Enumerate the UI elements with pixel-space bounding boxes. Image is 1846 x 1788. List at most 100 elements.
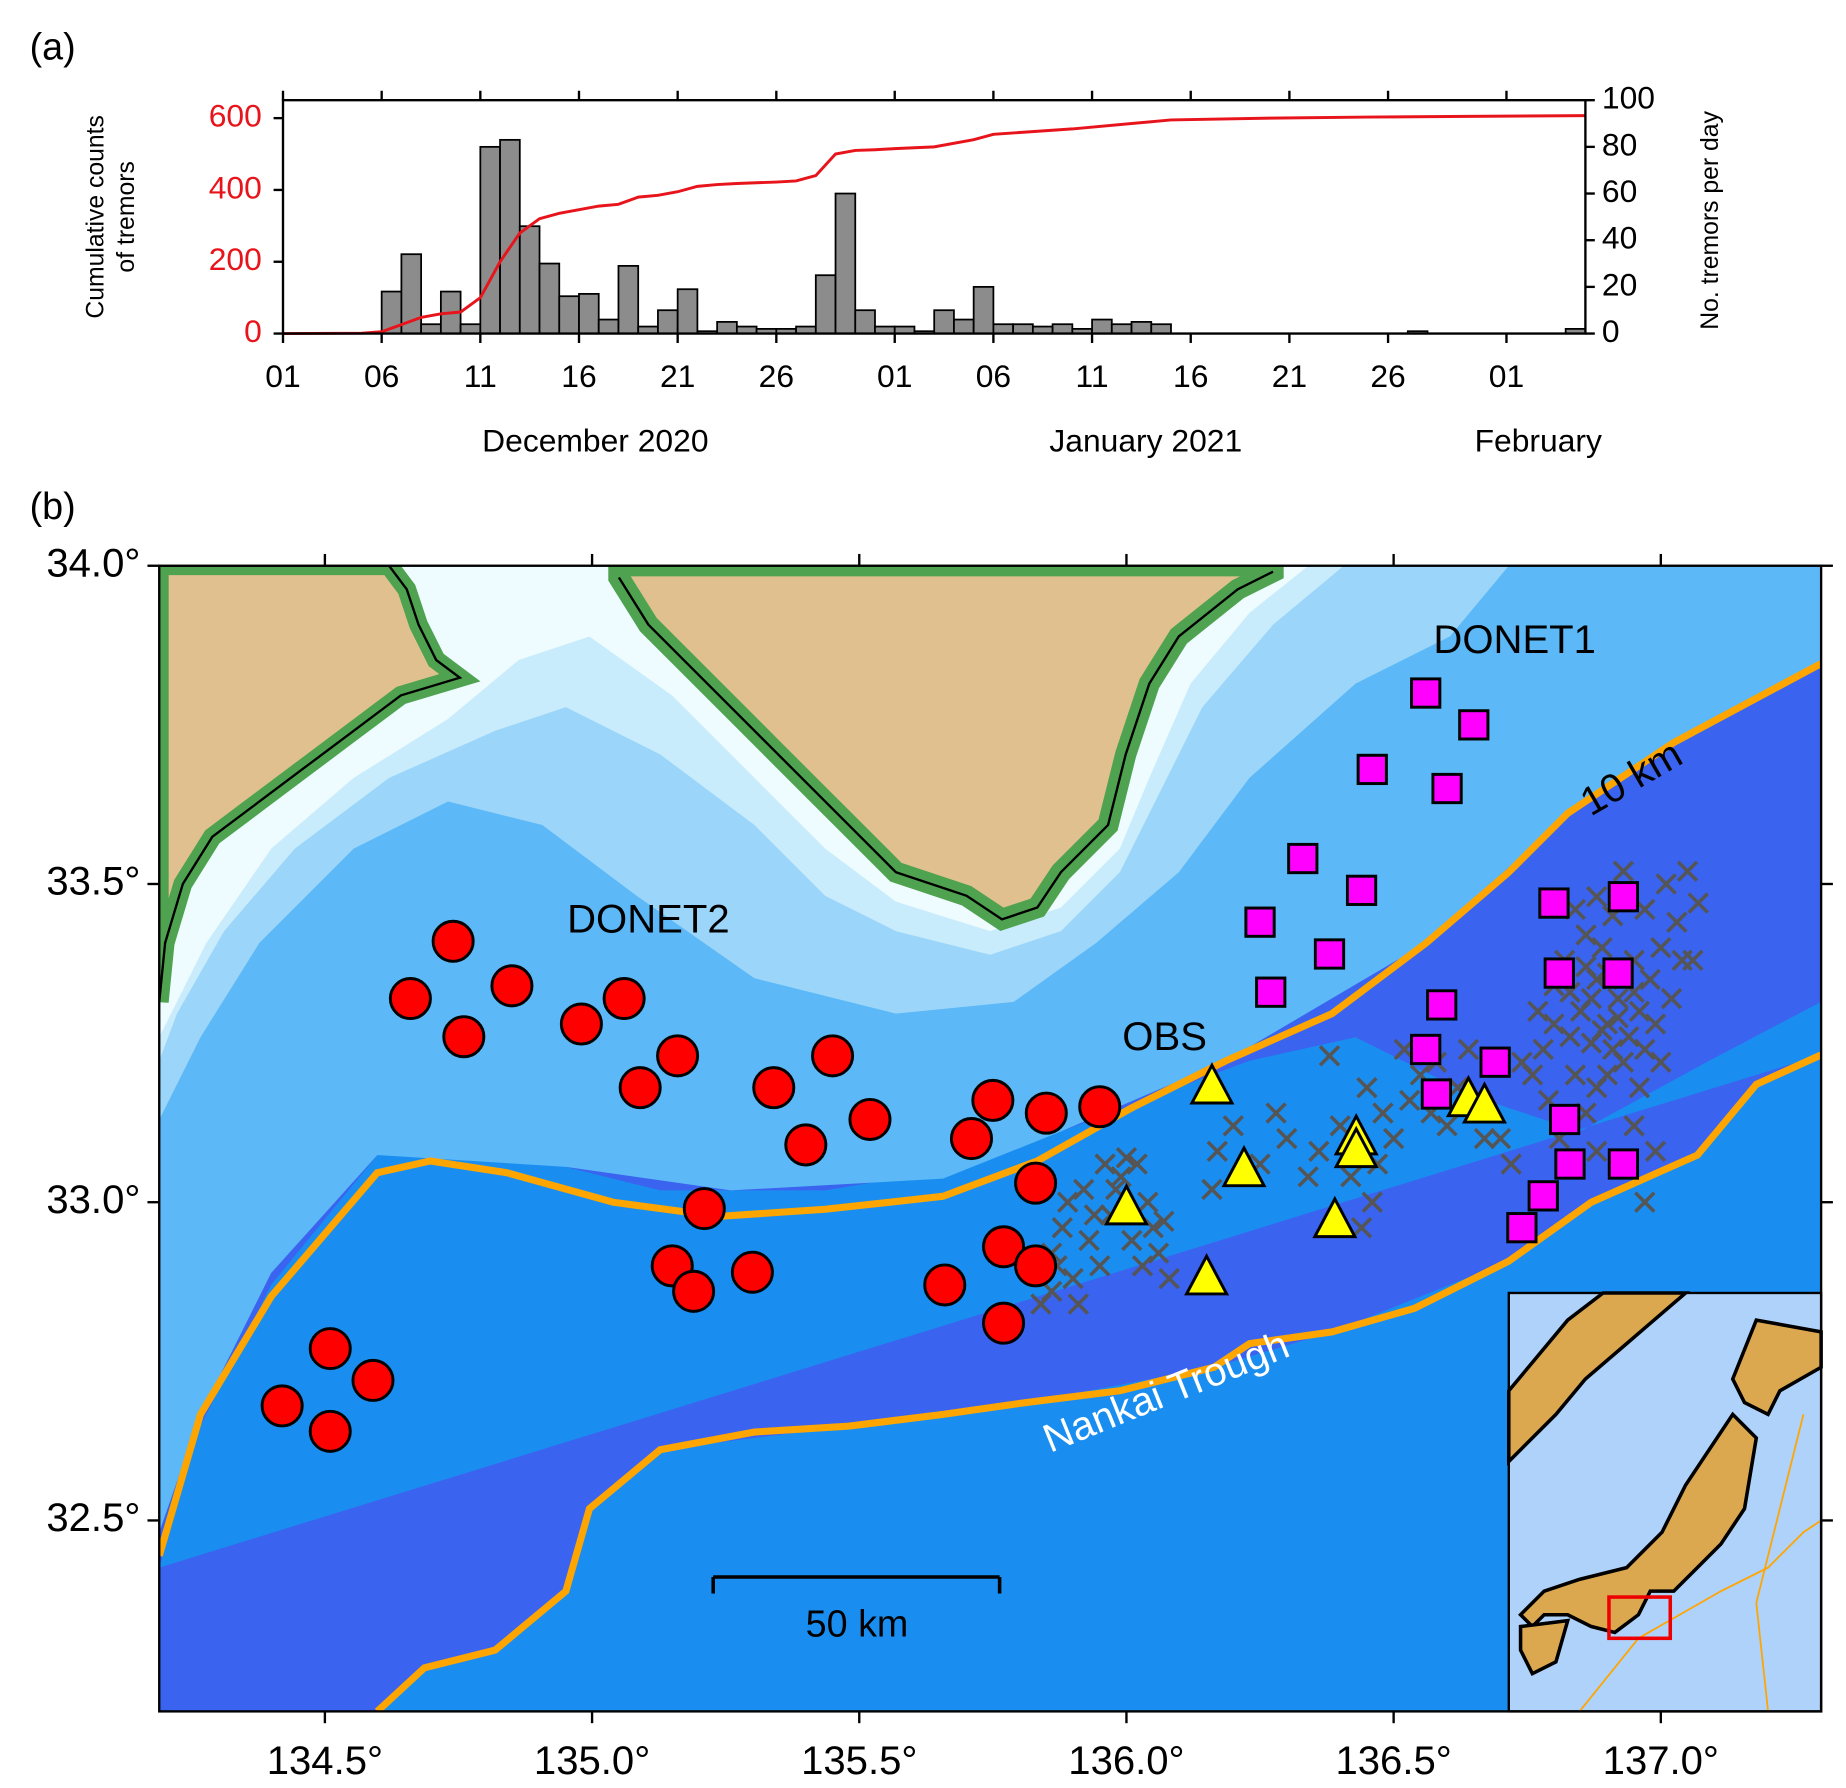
tremor <box>1382 1127 1405 1150</box>
station-square <box>1313 938 1346 970</box>
obs-triangle <box>1221 1144 1267 1188</box>
tremor <box>1628 1076 1651 1099</box>
tremor <box>1602 1038 1624 1061</box>
tremor <box>1559 1026 1581 1048</box>
tremor <box>1056 1191 1079 1213</box>
bar <box>676 288 699 335</box>
y2-tick-label: 80 <box>1602 126 1637 162</box>
tremor <box>1222 1115 1245 1137</box>
map-frame <box>158 564 1823 1713</box>
station-square <box>1607 881 1640 913</box>
x-tick-label: 136.0° <box>1068 1739 1184 1783</box>
station-circle <box>431 919 475 963</box>
station-circle <box>982 1301 1026 1345</box>
tremor <box>1618 1026 1640 1048</box>
x-tick-label: 26 <box>1370 358 1405 394</box>
x-tick-label: 01 <box>877 358 912 394</box>
station-circle <box>672 1269 716 1313</box>
station-circle <box>351 1358 395 1402</box>
tremor <box>1121 1229 1143 1252</box>
bar <box>617 264 640 335</box>
y2-tick-label: 0 <box>1602 313 1620 349</box>
tremor <box>1457 1038 1480 1061</box>
x-tick-label: 137.0° <box>1603 1739 1719 1783</box>
tremor <box>1265 1102 1287 1124</box>
tremor <box>1308 1140 1330 1162</box>
x-tick-label: 134.5° <box>267 1739 383 1783</box>
month-label: January 2021 <box>1049 423 1242 459</box>
station-square <box>1543 957 1575 989</box>
tremor <box>1607 987 1629 1010</box>
bar <box>933 309 955 335</box>
tremor <box>1078 1229 1100 1252</box>
station-square <box>1287 842 1319 875</box>
tremor <box>1436 1115 1458 1137</box>
tremor <box>1639 968 1661 991</box>
obs-triangle <box>1189 1062 1235 1105</box>
station-square <box>1420 1078 1452 1110</box>
y-tick-label: 32.5° <box>46 1496 140 1540</box>
tremor <box>1356 1076 1378 1099</box>
station-circle <box>1024 1091 1068 1135</box>
obs-triangle <box>1333 1125 1379 1169</box>
station-circle <box>618 1066 662 1110</box>
tremor <box>1676 860 1699 882</box>
group-label: DONET1 <box>1433 618 1595 662</box>
station-circle <box>1078 1085 1122 1129</box>
station-square <box>1255 976 1287 1008</box>
bar <box>558 295 580 335</box>
tremor <box>1158 1267 1180 1290</box>
tremor <box>1628 1000 1651 1022</box>
x-tick-label: 26 <box>759 358 794 394</box>
tremor <box>1340 1166 1362 1188</box>
bar <box>1012 323 1034 335</box>
tremor <box>1051 1216 1074 1239</box>
bar <box>597 318 620 335</box>
station-square <box>1410 677 1442 709</box>
bar <box>716 321 738 335</box>
bar <box>972 285 995 335</box>
y2-tick-label: 40 <box>1602 220 1637 256</box>
station-circle <box>682 1187 726 1231</box>
tremor <box>1062 1267 1084 1290</box>
bar <box>953 318 975 335</box>
station-circle <box>559 1002 603 1046</box>
obs-triangle <box>1312 1195 1358 1239</box>
tremor <box>1500 1153 1522 1175</box>
tremor <box>1650 936 1672 959</box>
tremor <box>1115 1146 1138 1169</box>
tremor <box>1089 1255 1111 1277</box>
bar <box>657 309 679 335</box>
tremor <box>1607 1006 1629 1029</box>
tremor <box>1094 1153 1116 1175</box>
tremor <box>1586 1140 1608 1162</box>
station-circle <box>1014 1244 1058 1288</box>
month-label: December 2020 <box>482 423 708 459</box>
tremor <box>1361 1191 1383 1213</box>
bar <box>814 274 837 335</box>
tremor <box>1527 1000 1549 1022</box>
tremor <box>1131 1255 1154 1277</box>
obs-triangle <box>1184 1253 1230 1296</box>
tremor <box>1398 1089 1421 1112</box>
y2-tick-label: 20 <box>1602 266 1637 302</box>
tremor <box>1297 1166 1319 1188</box>
plot-frame <box>281 99 1587 335</box>
tremor <box>1201 1178 1223 1201</box>
tremor <box>1660 987 1683 1010</box>
station-circle <box>442 1015 486 1059</box>
bar <box>1051 323 1074 335</box>
group-label: OBS <box>1122 1015 1207 1059</box>
station-circle <box>923 1263 967 1307</box>
x-tick-label: 135.5° <box>801 1739 917 1783</box>
tremor <box>1489 1127 1512 1150</box>
tremor <box>1126 1153 1148 1175</box>
x-tick-label: 16 <box>561 358 596 394</box>
station-circle <box>388 977 432 1021</box>
tremor <box>1532 1038 1554 1061</box>
tremor <box>1612 860 1635 882</box>
x-tick-label: 136.5° <box>1335 1739 1451 1783</box>
station-circle <box>971 1078 1015 1122</box>
tremor <box>1543 1013 1565 1035</box>
tremor <box>1644 1140 1667 1162</box>
